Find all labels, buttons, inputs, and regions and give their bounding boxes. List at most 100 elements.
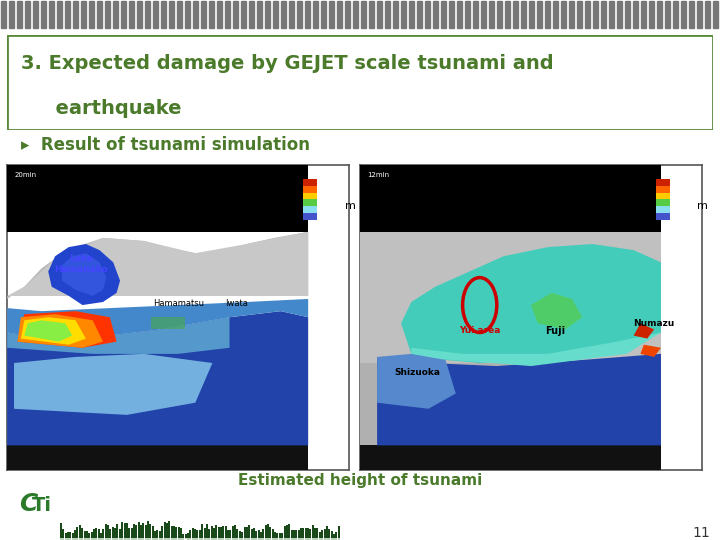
Bar bbox=[353, 2, 358, 28]
Bar bbox=[593, 2, 598, 28]
Bar bbox=[601, 2, 606, 28]
Bar bbox=[314, 528, 316, 538]
Bar bbox=[100, 532, 102, 538]
Bar bbox=[145, 2, 150, 28]
Bar bbox=[119, 538, 121, 540]
Bar bbox=[147, 538, 149, 540]
Bar bbox=[300, 529, 302, 538]
Bar bbox=[89, 2, 94, 28]
Bar bbox=[204, 528, 205, 538]
Polygon shape bbox=[7, 232, 308, 299]
Bar bbox=[189, 530, 192, 538]
Bar bbox=[147, 521, 149, 538]
Bar bbox=[177, 2, 182, 28]
Bar bbox=[248, 538, 251, 540]
Bar bbox=[425, 2, 430, 28]
Bar bbox=[121, 538, 123, 540]
Bar bbox=[317, 538, 318, 540]
Bar bbox=[182, 538, 184, 539]
Bar bbox=[269, 526, 271, 538]
Bar bbox=[78, 538, 81, 540]
Bar bbox=[89, 532, 90, 538]
Bar bbox=[265, 538, 266, 540]
Bar bbox=[225, 538, 227, 540]
Bar bbox=[74, 530, 76, 538]
Bar bbox=[609, 2, 614, 28]
Bar bbox=[328, 529, 330, 538]
Bar bbox=[135, 538, 138, 540]
Bar bbox=[49, 2, 54, 28]
Bar bbox=[126, 538, 128, 540]
Bar bbox=[65, 2, 70, 28]
Bar bbox=[152, 526, 154, 538]
Bar bbox=[253, 528, 255, 538]
Bar bbox=[288, 538, 290, 540]
Bar bbox=[72, 538, 73, 540]
Bar bbox=[220, 528, 222, 538]
Bar bbox=[585, 2, 590, 28]
Bar bbox=[260, 532, 262, 538]
Bar bbox=[665, 2, 670, 28]
Bar bbox=[133, 524, 135, 538]
Bar bbox=[321, 2, 326, 28]
Bar bbox=[128, 538, 130, 540]
Bar bbox=[505, 2, 510, 28]
Bar bbox=[251, 538, 253, 540]
Bar bbox=[713, 2, 718, 28]
Bar bbox=[260, 538, 262, 540]
Bar bbox=[73, 2, 78, 28]
Polygon shape bbox=[62, 253, 107, 296]
Bar bbox=[449, 2, 454, 28]
Bar bbox=[213, 528, 215, 538]
Text: 4: 4 bbox=[318, 184, 322, 188]
Bar bbox=[305, 528, 307, 538]
Text: C: C bbox=[19, 491, 37, 516]
Bar bbox=[150, 538, 151, 540]
Bar bbox=[529, 2, 534, 28]
Bar bbox=[112, 527, 114, 538]
Bar bbox=[76, 538, 78, 540]
Bar bbox=[225, 526, 227, 538]
Bar bbox=[291, 530, 292, 538]
Bar bbox=[303, 193, 317, 199]
Bar bbox=[156, 530, 158, 538]
Bar bbox=[248, 525, 251, 538]
Bar bbox=[180, 528, 182, 538]
Text: Hamamatsu: Hamamatsu bbox=[153, 299, 204, 308]
Bar bbox=[336, 538, 337, 540]
Bar bbox=[338, 526, 340, 538]
Bar bbox=[330, 531, 333, 538]
Bar bbox=[295, 538, 297, 540]
Bar bbox=[102, 529, 104, 538]
Bar bbox=[217, 528, 220, 538]
Bar bbox=[72, 533, 73, 538]
Bar bbox=[269, 538, 271, 540]
Bar bbox=[276, 533, 279, 538]
Bar bbox=[258, 530, 260, 538]
Bar bbox=[303, 199, 317, 206]
Text: 1: 1 bbox=[318, 204, 322, 208]
Bar bbox=[84, 538, 86, 540]
Bar bbox=[129, 2, 134, 28]
Bar bbox=[143, 523, 144, 538]
Bar bbox=[697, 2, 702, 28]
Bar bbox=[187, 534, 189, 538]
Bar bbox=[217, 2, 222, 28]
Polygon shape bbox=[7, 311, 308, 446]
Bar bbox=[289, 2, 294, 28]
Bar bbox=[95, 528, 97, 538]
Bar bbox=[163, 538, 166, 540]
Bar bbox=[197, 530, 199, 538]
Bar bbox=[321, 538, 323, 540]
Bar bbox=[138, 522, 140, 538]
Bar bbox=[267, 538, 269, 540]
Text: h: h bbox=[318, 174, 322, 179]
Bar bbox=[215, 525, 217, 538]
Bar bbox=[121, 522, 123, 538]
Bar bbox=[302, 538, 305, 540]
Bar bbox=[171, 526, 173, 538]
Bar bbox=[230, 530, 231, 538]
Polygon shape bbox=[7, 232, 308, 296]
Bar bbox=[262, 529, 264, 538]
Bar bbox=[323, 538, 325, 540]
